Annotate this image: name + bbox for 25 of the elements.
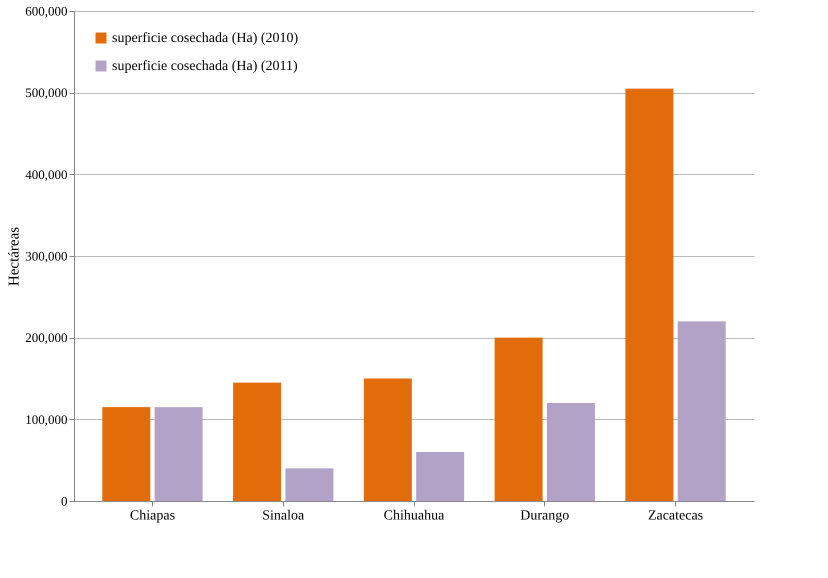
bar xyxy=(416,452,464,501)
x-tick-label: Chihuahua xyxy=(384,508,446,524)
bar xyxy=(678,321,726,501)
y-tick-label: 0 xyxy=(61,494,68,508)
bar xyxy=(102,407,150,501)
y-tick-label: 300,000 xyxy=(25,248,68,264)
bar xyxy=(625,88,674,501)
bar xyxy=(233,382,282,501)
x-tick-label: Durango xyxy=(520,508,570,524)
y-tick-label: 600,000 xyxy=(25,4,68,18)
x-tick-label: Zacatecas xyxy=(648,508,704,524)
y-tick-label: 500,000 xyxy=(25,85,68,100)
bar xyxy=(546,403,595,501)
x-tick-label: Sinaloa xyxy=(262,508,306,524)
y-axis-title: Hectáreas xyxy=(6,226,22,286)
legend-label: superficie cosechada (Ha) (2010) xyxy=(112,31,299,46)
y-tick-label: 400,000 xyxy=(25,166,68,182)
y-tick-label: 100,000 xyxy=(25,412,68,427)
bar xyxy=(285,468,334,501)
legend-label: superficie cosechada (Ha) (2011) xyxy=(112,59,298,74)
y-tick-label: 200,000 xyxy=(25,330,68,346)
bar xyxy=(494,338,543,501)
x-tick-label: Chiapas xyxy=(130,508,176,524)
bar xyxy=(364,378,412,501)
bar xyxy=(154,407,203,501)
